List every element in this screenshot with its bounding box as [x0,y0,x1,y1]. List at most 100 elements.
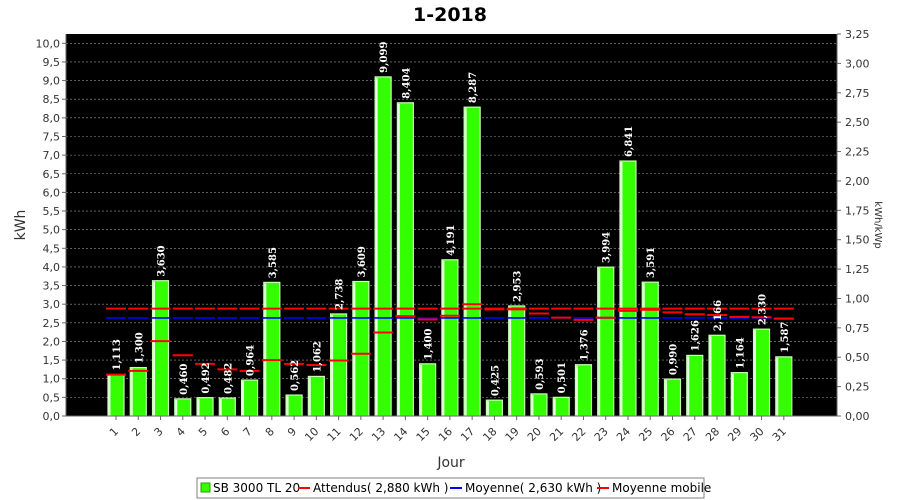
x-tick-label: 27 [681,425,700,444]
x-tick-label: 7 [241,425,255,439]
bar-value-label: 0,425 [490,365,501,396]
y-tick-label: 8,0 [43,112,61,125]
y-tick-label: 4,0 [43,261,61,274]
x-tick-label: 22 [569,425,588,444]
x-tick-label: 19 [503,425,522,444]
y-tick-label: 3,5 [43,280,61,293]
x-tick-label: 3 [151,425,165,439]
x-tick-label: 1 [107,425,121,439]
x-tick-label: 31 [770,425,789,444]
x-tick-label: 6 [218,425,232,439]
y-right-tick-label: 1,25 [845,263,870,276]
bar-value-label: 2,953 [513,271,524,302]
y-tick-label: 6,5 [43,168,61,181]
y-tick-label: 1,5 [43,354,61,367]
bar-value-label: 2,738 [335,279,346,310]
y-tick-label: 4,5 [43,242,61,255]
x-tick-label: 14 [391,425,410,444]
bar-value-label: 0,492 [201,362,212,393]
y-right-tick-label: 1,75 [845,204,870,217]
y-right-tick-label: 0,25 [845,381,870,394]
y-axis-label: kWh [13,210,29,241]
bar-value-label: 3,630 [157,245,168,276]
y-axis-left: 0,0 0,5 1,0 1,5 2,0 2,5 3,0 3,5 4,0 4,5 5,0 5,5 6,0 6… [36,34,67,423]
bar-value-label: 9,099 [379,42,390,73]
x-tick-label: 21 [547,425,566,444]
y-axis-right-label: kWh/kWp [872,201,883,248]
x-tick-label: 10 [302,425,321,444]
x-tick-label: 25 [636,425,655,444]
legend-label: Moyenne mobile [612,481,711,495]
x-tick-label: 17 [458,425,477,444]
y-tick-label: 2,0 [43,335,61,348]
y-right-tick-label: 2,25 [845,146,870,159]
y-right-tick-label: 1,00 [845,292,870,305]
y-right-tick-label: 2,50 [845,116,870,129]
bar-value-label: 0,501 [557,362,568,393]
legend: SB 3000 TL 20 Attendus( 2,880 kWh ) Moyenn… [196,477,711,499]
y-right-tick-label: 1,50 [845,234,870,247]
y-right-tick-label: 0,50 [845,351,870,364]
y-tick-label: 6,0 [43,186,61,199]
bar-value-label: 1,587 [780,321,791,352]
y-tick-label: 7,5 [43,130,61,143]
x-tick-label: 30 [748,425,767,444]
x-tick-label: 29 [725,425,744,444]
reference-lines [106,303,794,376]
bar-value-label: 6,841 [624,126,635,157]
y-right-tick-label: 2,00 [845,175,870,188]
y-tick-label: 7,0 [43,149,61,162]
bar-value-label: 8,404 [401,67,412,98]
bar-value-label: 3,994 [602,232,613,263]
x-tick-label: 26 [659,425,678,444]
x-tick-label: 28 [703,425,722,444]
x-tick-label: 13 [369,425,388,444]
y-tick-label: 0,5 [43,391,61,404]
bar-value-label: 1,300 [134,332,145,363]
bar-value-label: 0,482 [223,363,234,394]
bar-value-label: 1,400 [424,328,435,359]
bar-value-label: 1,376 [579,329,590,360]
chart-title: 1-2018 [413,4,487,26]
y-tick-label: 3,0 [43,298,61,311]
bar-value-label: 0,460 [179,364,190,395]
legend-label: Attendus( 2,880 kWh ) [313,481,448,495]
y-tick-label: 5,5 [43,205,61,218]
bar-value-label: 0,964 [246,345,257,376]
x-tick-label: 16 [436,425,455,444]
bar-value-label: 1,164 [735,337,746,368]
y-tick-label: 1,0 [43,373,61,386]
bar-value-label: 3,609 [357,246,368,277]
x-tick-label: 20 [525,425,544,444]
y-right-tick-label: 0,75 [845,322,870,335]
bar-value-label: 4,191 [446,224,457,255]
bar-value-label: 0,593 [535,359,546,390]
y-right-tick-label: 3,25 [845,28,870,41]
y-tick-label: 2,5 [43,317,61,330]
legend-label: Moyenne( 2,630 kWh ) [465,481,601,495]
value-labels: 1,113 1,300 3,630 0,460 0,492 0,482 0,964 3,585… [112,42,791,397]
x-tick-label: 5 [196,425,210,439]
x-tick-label: 4 [174,425,188,439]
x-tick-label: 15 [414,425,433,444]
x-tick-label: 8 [263,425,277,439]
x-tick-label: 18 [480,425,499,444]
bar-value-label: 2,166 [713,300,724,331]
y-tick-label: 8,5 [43,93,61,106]
bar-value-label: 2,330 [758,294,769,325]
legend-swatch [200,482,211,493]
y-tick-label: 0,0 [43,410,61,423]
x-tick-label: 2 [129,425,143,439]
bar-value-label: 3,591 [646,247,657,278]
y-tick-label: 5,0 [43,224,61,237]
bar-value-label: 0,990 [669,344,680,375]
x-tick-label: 24 [614,425,633,444]
y-right-tick-label: 0,00 [845,410,870,423]
x-tick-label: 9 [285,425,299,439]
bar-value-label: 1,062 [312,341,323,372]
y-tick-label: 9,0 [43,75,61,88]
bar-value-label: 3,585 [268,247,279,278]
y-tick-label: 10,0 [36,37,61,50]
x-tick-label: 11 [325,425,344,444]
